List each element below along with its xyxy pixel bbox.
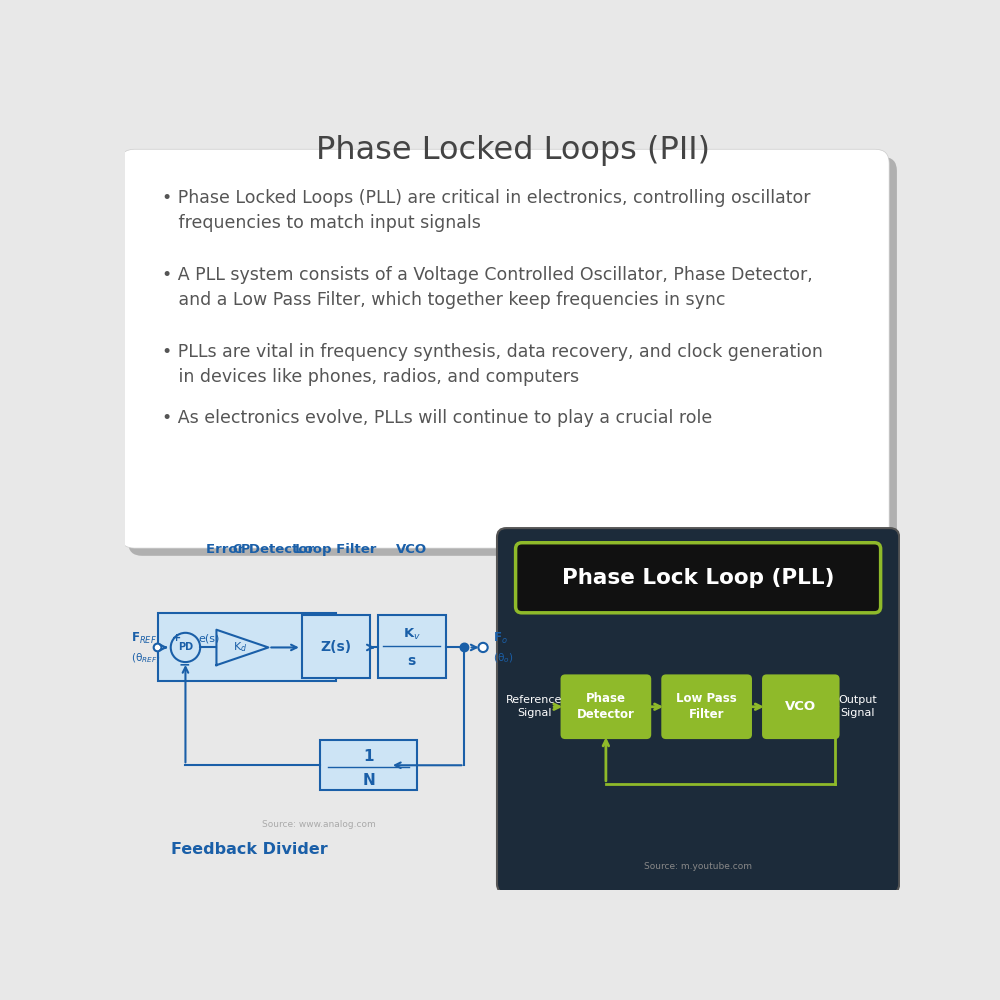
- Text: +: +: [172, 633, 181, 643]
- Text: • PLLs are vital in frequency synthesis, data recovery, and clock generation
   : • PLLs are vital in frequency synthesis,…: [162, 343, 823, 386]
- Text: Error Detector: Error Detector: [206, 543, 315, 556]
- Text: Z(s): Z(s): [320, 640, 351, 654]
- Circle shape: [478, 643, 488, 652]
- Text: F$_o$: F$_o$: [493, 631, 508, 646]
- Text: Reference
Signal: Reference Signal: [506, 695, 562, 718]
- Text: PD: PD: [178, 642, 193, 652]
- Text: Phase Locked Loops (PII): Phase Locked Loops (PII): [316, 135, 710, 166]
- Text: CP: CP: [232, 543, 250, 556]
- Text: Low Pass
Filter: Low Pass Filter: [676, 692, 737, 721]
- Text: • Phase Locked Loops (PLL) are critical in electronics, controlling oscillator
 : • Phase Locked Loops (PLL) are critical …: [162, 189, 811, 232]
- Text: Source: www.analog.com: Source: www.analog.com: [262, 820, 376, 829]
- Text: (θ$_o$): (θ$_o$): [493, 651, 513, 665]
- Text: e(s): e(s): [198, 633, 219, 643]
- Text: s: s: [408, 654, 416, 668]
- Text: −: −: [178, 657, 190, 671]
- Circle shape: [460, 643, 469, 652]
- FancyBboxPatch shape: [320, 740, 417, 790]
- Text: VCO: VCO: [785, 700, 816, 713]
- Text: Feedback Divider: Feedback Divider: [171, 842, 327, 857]
- Text: • A PLL system consists of a Voltage Controlled Oscillator, Phase Detector,
   a: • A PLL system consists of a Voltage Con…: [162, 266, 813, 309]
- FancyBboxPatch shape: [378, 615, 446, 678]
- Text: Phase Lock Loop (PLL): Phase Lock Loop (PLL): [562, 568, 834, 588]
- Text: K$_d$: K$_d$: [233, 641, 247, 654]
- Text: 1: 1: [363, 749, 374, 764]
- Text: Output
Signal: Output Signal: [838, 695, 877, 718]
- FancyBboxPatch shape: [497, 528, 899, 893]
- Text: Loop Filter: Loop Filter: [295, 543, 376, 556]
- FancyBboxPatch shape: [120, 149, 889, 548]
- FancyBboxPatch shape: [158, 613, 336, 681]
- Circle shape: [154, 644, 161, 651]
- Text: Phase
Detector: Phase Detector: [577, 692, 635, 721]
- Text: Source: m.youtube.com: Source: m.youtube.com: [644, 862, 753, 871]
- Circle shape: [171, 633, 200, 662]
- Text: (θ$_{REF}$): (θ$_{REF}$): [131, 651, 161, 665]
- FancyBboxPatch shape: [516, 543, 881, 613]
- Text: F$_{REF}$: F$_{REF}$: [131, 631, 157, 646]
- FancyBboxPatch shape: [762, 674, 840, 739]
- FancyBboxPatch shape: [561, 674, 651, 739]
- FancyBboxPatch shape: [128, 157, 897, 556]
- FancyBboxPatch shape: [302, 615, 370, 678]
- Text: VCO: VCO: [396, 543, 427, 556]
- FancyBboxPatch shape: [661, 674, 752, 739]
- Polygon shape: [216, 630, 268, 665]
- Text: • As electronics evolve, PLLs will continue to play a crucial role: • As electronics evolve, PLLs will conti…: [162, 409, 712, 427]
- Text: N: N: [362, 773, 375, 788]
- Text: K$_v$: K$_v$: [403, 627, 421, 642]
